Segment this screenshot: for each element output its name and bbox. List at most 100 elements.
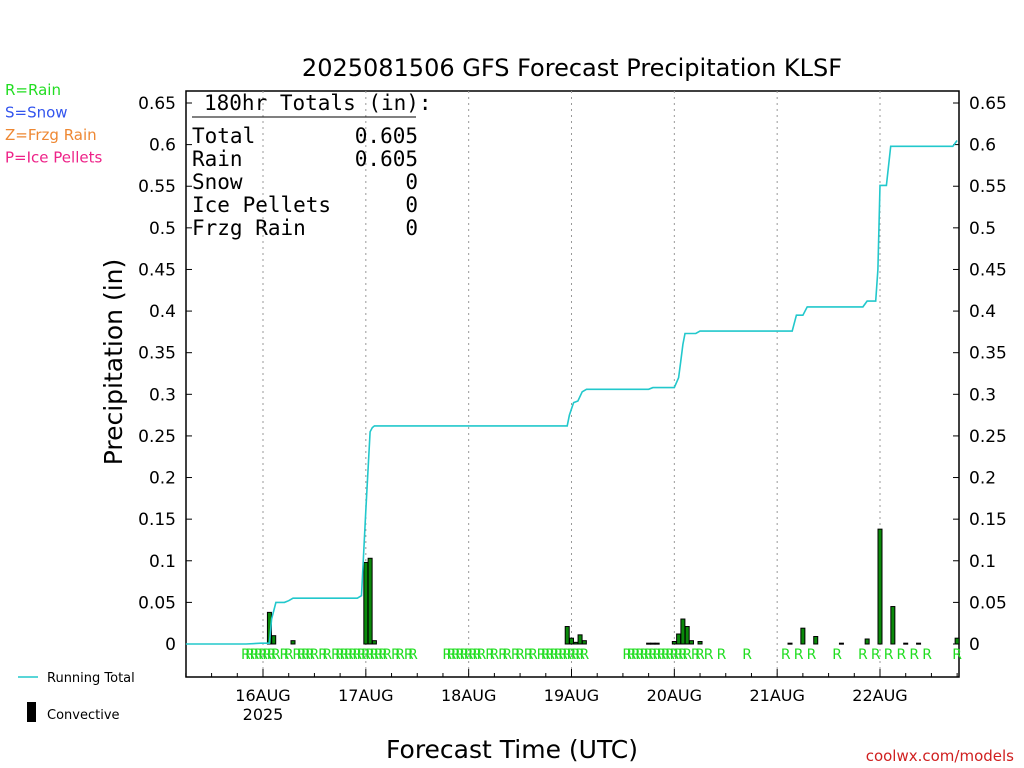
ptype-mark: R: [742, 647, 752, 663]
ptype-mark: R: [370, 647, 380, 663]
ptype-mark: R: [794, 647, 804, 663]
ptype-mark: R: [537, 647, 547, 663]
ptype-mark: R: [305, 647, 315, 663]
ptype-mark: R: [352, 647, 362, 663]
convective-bar: [290, 640, 296, 645]
y-tick-label-right: 0.45: [969, 260, 1007, 280]
ptype-mark: R: [871, 647, 881, 663]
totals-row-label: Ice Pellets: [192, 193, 331, 217]
ptype-mark: R: [562, 647, 572, 663]
ptype-mark: R: [558, 647, 568, 663]
totals-row-value: 0.605: [355, 124, 418, 148]
ptype-mark: R: [404, 647, 414, 663]
ptype-mark: R: [374, 647, 384, 663]
convective-bar: [787, 642, 793, 645]
legend-label-running-total: Running Total: [47, 671, 135, 686]
y-axis-label: Precipitation (in): [99, 259, 128, 466]
ptype-mark: R: [460, 647, 470, 663]
y-tick-label-right: 0.4: [969, 302, 996, 322]
ptype-mark: R: [669, 647, 679, 663]
ptype-mark: R: [644, 647, 654, 663]
totals-row-label: Frzg Rain: [192, 216, 306, 240]
y-tick-label-right: 0.2: [969, 469, 996, 489]
ptype-mark: R: [490, 647, 500, 663]
ptype-mark: R: [832, 647, 842, 663]
legend-label-convective: Convective: [47, 708, 120, 723]
ptype-mark: R: [682, 647, 692, 663]
ptype-mark: R: [652, 647, 662, 663]
totals-row-value: 0: [405, 216, 418, 240]
y-tick-label: 0.35: [138, 344, 176, 364]
ptype-mark: R: [627, 647, 637, 663]
convective-bar: [676, 633, 682, 645]
y-tick-label: 0.45: [138, 260, 176, 280]
y-tick-label: 0.1: [149, 552, 176, 572]
convective-bar: [654, 642, 660, 645]
y-tick-label: 0.4: [149, 302, 176, 322]
convective-bar: [650, 642, 656, 645]
ptype-mark: R: [897, 647, 907, 663]
ptype-mark: R: [657, 647, 667, 663]
x-tick-label: 16AUG: [235, 686, 290, 705]
ptype-mark: R: [485, 647, 495, 663]
convective-bar: [581, 640, 587, 645]
x-tick-label: 22AUG: [852, 686, 907, 705]
convective-bars: [266, 528, 960, 645]
totals-row-label: Snow: [192, 170, 243, 194]
y-tick-label-right: 0.1: [969, 552, 996, 572]
convective-bar: [680, 618, 686, 645]
y-tick-label-right: 0.25: [969, 427, 1007, 447]
ptype-mark: R: [477, 647, 487, 663]
chart-title: 2025081506 GFS Forecast Precipitation KL…: [302, 54, 842, 82]
x-axis: 16AUG 17AUG 18AUG 19AUG 20AUG 21AUG 22AUG 2025: [185, 669, 958, 724]
convective-bar: [890, 606, 896, 645]
ptype-mark: R: [382, 647, 392, 663]
ptype-mark: R: [884, 647, 894, 663]
ptype-mark: R: [622, 647, 632, 663]
grid-lines: [262, 91, 881, 677]
ptype-legend-item: Z=Frzg Rain: [5, 126, 97, 144]
ptype-mark: R: [258, 647, 268, 663]
totals-box: 180hr Totals (in): Total 0.605 Rain 0.605 Sn…: [192, 91, 432, 240]
convective-bar: [697, 641, 703, 645]
ptype-mark: R: [357, 647, 367, 663]
ptype-mark: R: [395, 647, 405, 663]
ptype-mark: R: [408, 647, 418, 663]
ptype-mark: R: [511, 647, 521, 663]
ptype-mark: R: [554, 647, 564, 663]
ptype-mark: R: [464, 647, 474, 663]
ptype-mark: R: [280, 647, 290, 663]
convective-bar: [903, 642, 909, 645]
ptype-mark: R: [361, 647, 371, 663]
totals-row-value: 0: [405, 193, 418, 217]
ptype-mark: R: [661, 647, 671, 663]
ptype-mark: R: [635, 647, 645, 663]
legend-swatch-convective: [27, 702, 36, 722]
convective-bar: [363, 561, 369, 645]
convective-bar: [271, 635, 277, 645]
y-tick-label: 0.65: [138, 94, 176, 114]
ptype-mark: R: [639, 647, 649, 663]
convective-bar: [371, 640, 377, 645]
ptype-legend: R=Rain S=Snow Z=Frzg Rain P=Ice Pellets: [5, 81, 102, 167]
plot-frame: [185, 90, 960, 678]
y-tick-label-right: 0.15: [969, 510, 1007, 530]
y-tick-label-right: 0.6: [969, 136, 996, 156]
ptype-mark: R: [524, 647, 534, 663]
x-tick-label: 20AUG: [647, 686, 702, 705]
ptype-mark: R: [528, 647, 538, 663]
ptype-mark: R: [472, 647, 482, 663]
ptype-mark: R: [250, 647, 260, 663]
totals-row-label: Total: [192, 124, 255, 148]
ptype-mark: R: [254, 647, 264, 663]
y-tick-label-right: 0.35: [969, 344, 1007, 364]
convective-bar: [573, 641, 579, 645]
ptype-mark: R: [348, 647, 358, 663]
ptype-legend-item: P=Ice Pellets: [5, 149, 102, 167]
convective-bar: [564, 626, 570, 645]
ptype-mark: R: [344, 647, 354, 663]
ptype-mark: R: [498, 647, 508, 663]
totals-row-value: 0.605: [355, 147, 418, 171]
convective-bar: [916, 642, 922, 645]
